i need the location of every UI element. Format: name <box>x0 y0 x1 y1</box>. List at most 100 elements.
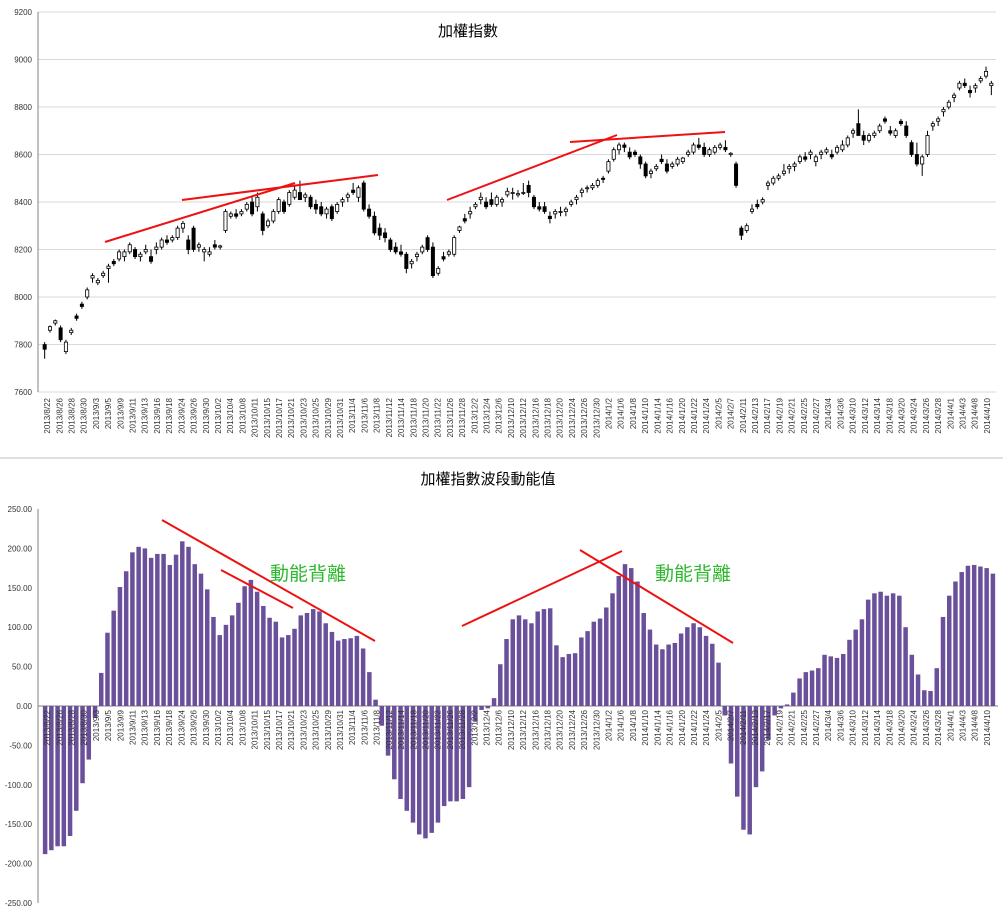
candle <box>340 197 345 207</box>
candle-body <box>765 182 770 186</box>
candle-body <box>962 82 967 87</box>
momentum-bar <box>373 699 378 706</box>
candle <box>430 242 435 278</box>
momentum-bar <box>441 706 447 807</box>
momentum-bar <box>473 706 478 722</box>
bottom-chart-title: 加權指數波段動能值 <box>420 470 555 488</box>
momentum-bar <box>990 573 996 706</box>
momentum-bar <box>229 615 235 706</box>
candle-body <box>351 189 356 193</box>
candle-body <box>574 196 579 201</box>
candle-body <box>829 154 834 158</box>
candle-body <box>478 196 483 201</box>
candle <box>590 183 595 191</box>
bottom-x-tick-label: 2013/12/20 <box>556 709 565 750</box>
candle <box>861 130 866 145</box>
bottom-x-tick-label: 2013/9/13 <box>141 709 150 745</box>
momentum-bar <box>304 613 310 706</box>
bottom-x-tick-label: 2013/9/3 <box>92 709 101 741</box>
candle-body <box>728 152 733 155</box>
candle <box>787 164 792 174</box>
candle-body <box>835 146 840 153</box>
candle-body <box>452 237 457 255</box>
candle <box>622 142 627 153</box>
candle <box>505 187 510 198</box>
candle-body <box>808 151 813 155</box>
candle-body <box>590 184 595 189</box>
bottom-trend-lines <box>161 519 734 644</box>
candle <box>579 187 584 198</box>
candle-body <box>436 268 441 274</box>
candle <box>383 228 388 243</box>
bottom-x-tick-label: 2013/9/11 <box>129 709 138 745</box>
top-candlestick-chart: 7600 7800 8000 8200 8400 8600 8800 9000 9200 201… <box>14 8 996 438</box>
candle <box>69 327 74 335</box>
candle-body <box>292 189 297 198</box>
candle <box>936 116 941 126</box>
candle <box>606 159 611 174</box>
divergence-label-2: 動能背離 <box>655 563 731 585</box>
candle-body <box>526 184 531 193</box>
candle-body <box>638 156 643 165</box>
candle-body <box>244 203 249 210</box>
momentum-bar <box>915 674 921 706</box>
momentum-bar <box>74 706 79 811</box>
candle-body <box>978 78 983 82</box>
candle-body <box>925 135 930 155</box>
momentum-bar <box>872 593 877 706</box>
bottom-x-tick-label: 2014/3/14 <box>873 709 882 745</box>
momentum-bar <box>728 706 734 764</box>
momentum-bar <box>298 615 304 706</box>
momentum-bar <box>834 657 840 706</box>
candle-body <box>537 206 542 210</box>
momentum-bar <box>98 672 104 706</box>
top-x-tick-label: 2013/9/3 <box>92 397 101 429</box>
candle <box>489 192 494 207</box>
top-x-tick-label: 2014/1/8 <box>629 397 638 429</box>
candle-body <box>712 146 717 153</box>
top-x-tick-label: 2013/9/13 <box>141 397 150 433</box>
bottom-y-tick-label: 150.00 <box>8 584 33 593</box>
top-y-tick-label: 9200 <box>14 8 32 17</box>
bottom-x-tick-label: 2014/4/1 <box>946 709 955 741</box>
momentum-bar <box>61 706 67 847</box>
candle <box>574 194 579 205</box>
candle <box>191 225 196 252</box>
bottom-bar-chart: -250.00 -200.00 -150.00 -100.00 -50.00 0.00 50… <box>5 470 998 908</box>
candle <box>696 137 701 150</box>
candle <box>388 237 393 252</box>
top-x-tick-label: 2013/8/26 <box>55 397 64 433</box>
momentum-bar <box>865 599 871 706</box>
bottom-x-tick-label: 2013/9/26 <box>190 709 199 745</box>
candle-body <box>356 187 361 198</box>
candle-body <box>867 135 872 141</box>
momentum-bar <box>136 546 141 706</box>
candle-body <box>414 253 419 258</box>
candle-body <box>340 199 345 203</box>
candle <box>563 206 568 217</box>
momentum-bar <box>498 664 503 706</box>
momentum-bar <box>847 639 852 706</box>
momentum-bar <box>840 653 846 706</box>
candle <box>877 123 882 134</box>
top-x-tick-label: 2013/9/5 <box>104 397 113 429</box>
top-x-tick-label: 2014/1/14 <box>653 397 662 433</box>
momentum-bar <box>354 635 360 706</box>
candle <box>803 152 808 162</box>
top-x-tick-label: 2013/11/14 <box>397 397 406 437</box>
bottom-x-tick-label: 2013/12/2 <box>470 709 479 745</box>
momentum-bar <box>529 623 534 706</box>
momentum-bar <box>155 553 160 706</box>
momentum-bar <box>597 618 603 706</box>
candle-body <box>47 326 52 331</box>
momentum-bar <box>429 706 434 833</box>
momentum-bar <box>685 627 690 706</box>
candle-body <box>750 208 755 212</box>
candle-body <box>643 163 648 177</box>
candle <box>324 206 329 219</box>
momentum-bar <box>797 678 802 706</box>
candle-body <box>398 251 403 255</box>
bottom-x-tick-label: 2013/10/11 <box>251 709 260 749</box>
candle <box>776 173 781 181</box>
